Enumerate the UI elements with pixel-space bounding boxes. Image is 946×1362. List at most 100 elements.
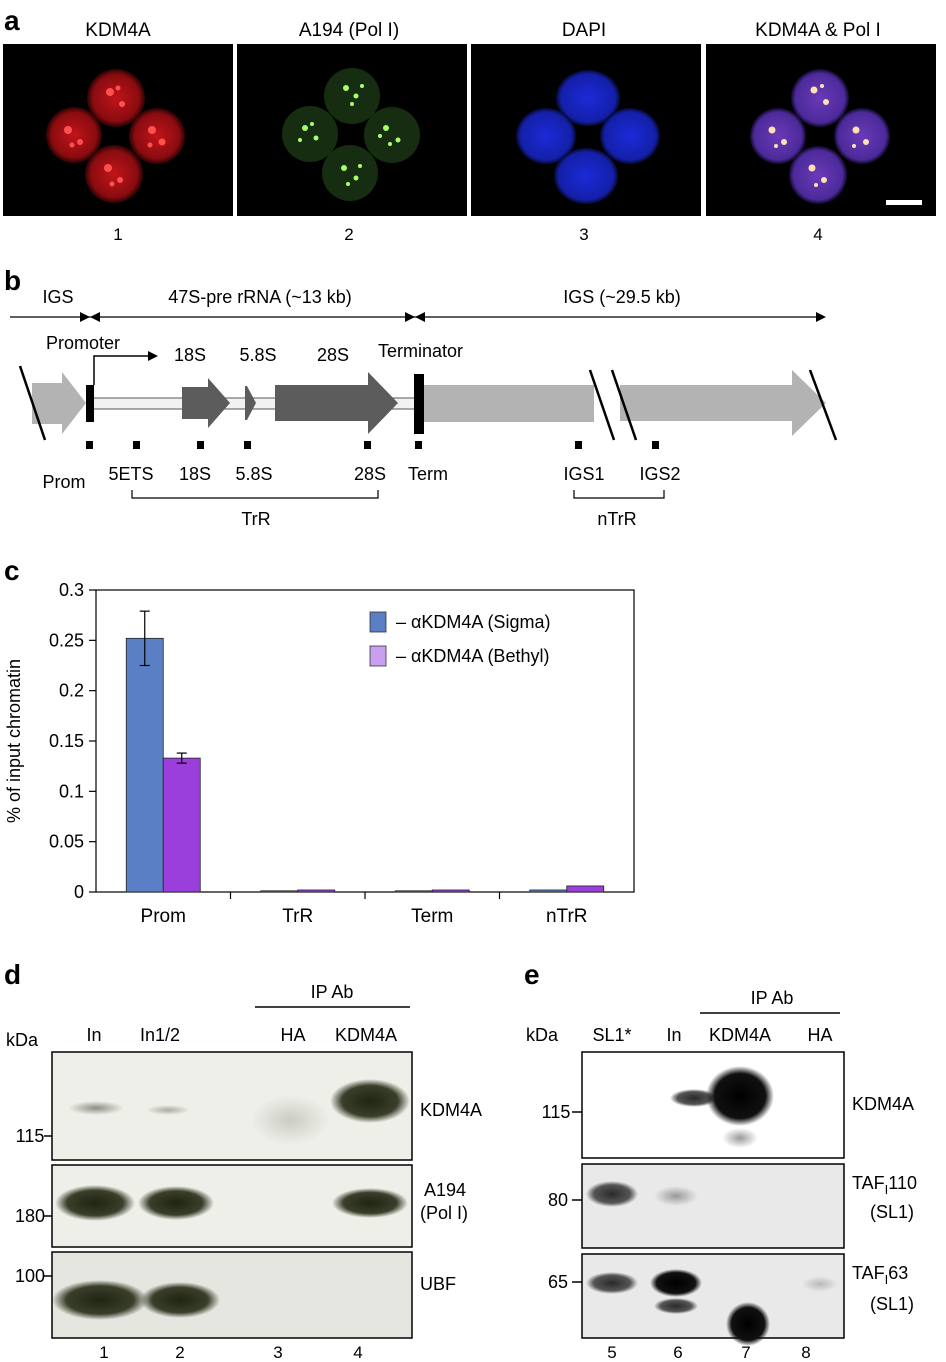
blot-e-taf110 (581, 1163, 845, 1249)
blot-label-pol-i: (Pol I) (420, 1203, 468, 1223)
group-label-trr: TrR (241, 509, 270, 529)
blot-e-taf63 (581, 1253, 845, 1346)
blot-label-taf63-sl1: (SL1) (870, 1294, 914, 1314)
group-label-ntrr: nTrR (597, 509, 636, 529)
lane-label-in-e: In (666, 1025, 681, 1045)
blot-d-ubf (51, 1251, 413, 1339)
marker-65-e: 65 (548, 1272, 568, 1292)
micrograph-kdm4a (3, 44, 233, 216)
y-tick-label: 0.15 (49, 731, 84, 751)
panel-e-number-8: 8 (801, 1343, 810, 1362)
blot-label-taf110: TAFI110 (852, 1173, 917, 1197)
panel-a-number-2: 2 (344, 225, 353, 244)
y-tick-label: 0.2 (59, 681, 84, 701)
blot-label-kdm4a-d: KDM4A (420, 1100, 482, 1120)
lane-label-kdm4a-e: KDM4A (709, 1025, 771, 1045)
y-tick-label: 0.05 (49, 832, 84, 852)
probe-label-5-8s: 5.8S (235, 464, 272, 484)
kda-label-d: kDa (6, 1030, 39, 1050)
lane-label-kdm4a-d: KDM4A (335, 1025, 397, 1045)
blot-label-ubf: UBF (420, 1274, 456, 1294)
panel-c-letter: c (4, 555, 20, 586)
group-brackets (131, 490, 665, 499)
panel-a-number-3: 3 (579, 225, 588, 244)
panel-a-title-2: A194 (Pol I) (299, 20, 399, 41)
panel-d-number-1: 1 (99, 1343, 108, 1362)
probe-label-term: Term (408, 464, 448, 484)
blot-d-kdm4a (51, 1051, 413, 1161)
gene-label-18s: 18S (174, 345, 206, 365)
bar-trr-bethyl (297, 889, 336, 893)
bar-trr-sigma (260, 890, 299, 893)
bar-ntrr-bethyl (566, 885, 605, 893)
ip-label-d: IP Ab (311, 982, 354, 1002)
lane-label-sl1: SL1* (592, 1025, 631, 1045)
bar-prom-bethyl (162, 757, 201, 893)
taf63-main: TAF (852, 1263, 885, 1283)
terminator-label: Terminator (378, 341, 463, 361)
micrograph-pol-i (237, 44, 467, 216)
blot-label-taf110-sl1: (SL1) (870, 1202, 914, 1222)
rdna-map (18, 351, 838, 441)
panel-d-number-3: 3 (273, 1343, 282, 1362)
blot-label-taf63: TAFI63 (852, 1263, 908, 1287)
panel-d-number-2: 2 (175, 1343, 184, 1362)
panel-e-number-6: 6 (673, 1343, 682, 1362)
blot-label-kdm4a-e: KDM4A (852, 1094, 914, 1114)
marker-115-d: 115 (16, 1126, 45, 1146)
probe-marks (86, 441, 659, 449)
x-category-label: Prom (141, 906, 186, 927)
panel-d-letter: d (4, 959, 21, 990)
panel-e-number-5: 5 (607, 1343, 616, 1362)
lane-label-in: In (86, 1025, 101, 1045)
y-tick-label: 0.3 (59, 580, 84, 600)
x-category-label: Term (411, 906, 453, 927)
bar-term-sigma (394, 890, 433, 893)
x-category-label: nTrR (546, 906, 588, 927)
y-tick-label: 0.1 (59, 781, 84, 801)
legend: – αKDM4A (Sigma) – αKDM4A (Bethyl) (369, 611, 550, 667)
error-bar (176, 752, 187, 764)
blot-e-kdm4a (581, 1051, 845, 1159)
taf110-sub: I (885, 1182, 889, 1197)
marker-180-d: 180 (15, 1206, 45, 1226)
marker-115-e: 115 (542, 1102, 571, 1122)
legend-label-sigma: – αKDM4A (Sigma) (396, 612, 550, 632)
taf110-num: 110 (888, 1173, 917, 1193)
taf63-num: 63 (888, 1263, 908, 1283)
probe-label-igs1: IGS1 (563, 464, 604, 484)
probe-label-28s: 28S (354, 464, 386, 484)
panel-e-letter: e (524, 959, 540, 990)
lane-label-in-half: In1/2 (140, 1025, 180, 1045)
blot-d-pol-i (51, 1164, 413, 1248)
micrograph-merge (706, 44, 936, 216)
error-bar (139, 610, 150, 667)
bar-term-bethyl (431, 889, 470, 893)
probe-label-prom: Prom (42, 472, 85, 492)
x-category-label: TrR (282, 906, 313, 927)
y-axis-label: % of input chromatin (4, 659, 24, 823)
taf63-sub: I (885, 1272, 889, 1287)
probe-label-18s: 18S (179, 464, 211, 484)
lane-label-ha-e: HA (807, 1025, 832, 1045)
legend-swatch-sigma (369, 611, 387, 633)
kda-label-e: kDa (526, 1025, 559, 1045)
ip-label-e: IP Ab (751, 988, 794, 1008)
legend-swatch-bethyl (369, 645, 387, 667)
blot-label-a194: A194 (424, 1180, 466, 1200)
probe-label-5ets: 5ETS (108, 464, 153, 484)
panel-a-title-1: KDM4A (85, 20, 151, 41)
y-tick-label: 0.25 (49, 630, 84, 650)
panel-a-title-3: DAPI (562, 20, 606, 41)
gene-label-28s: 28S (317, 345, 349, 365)
legend-label-bethyl: – αKDM4A (Bethyl) (396, 646, 549, 666)
span-label-igs-left: IGS (42, 287, 73, 307)
probe-label-igs2: IGS2 (639, 464, 680, 484)
bar-ntrr-sigma (529, 889, 568, 893)
panel-a-title-4: KDM4A & Pol I (755, 20, 881, 41)
y-tick-label: 0 (74, 882, 84, 902)
span-label-igs-right: IGS (~29.5 kb) (563, 287, 681, 307)
panel-d-number-4: 4 (353, 1343, 362, 1362)
panel-e-number-7: 7 (741, 1343, 750, 1362)
